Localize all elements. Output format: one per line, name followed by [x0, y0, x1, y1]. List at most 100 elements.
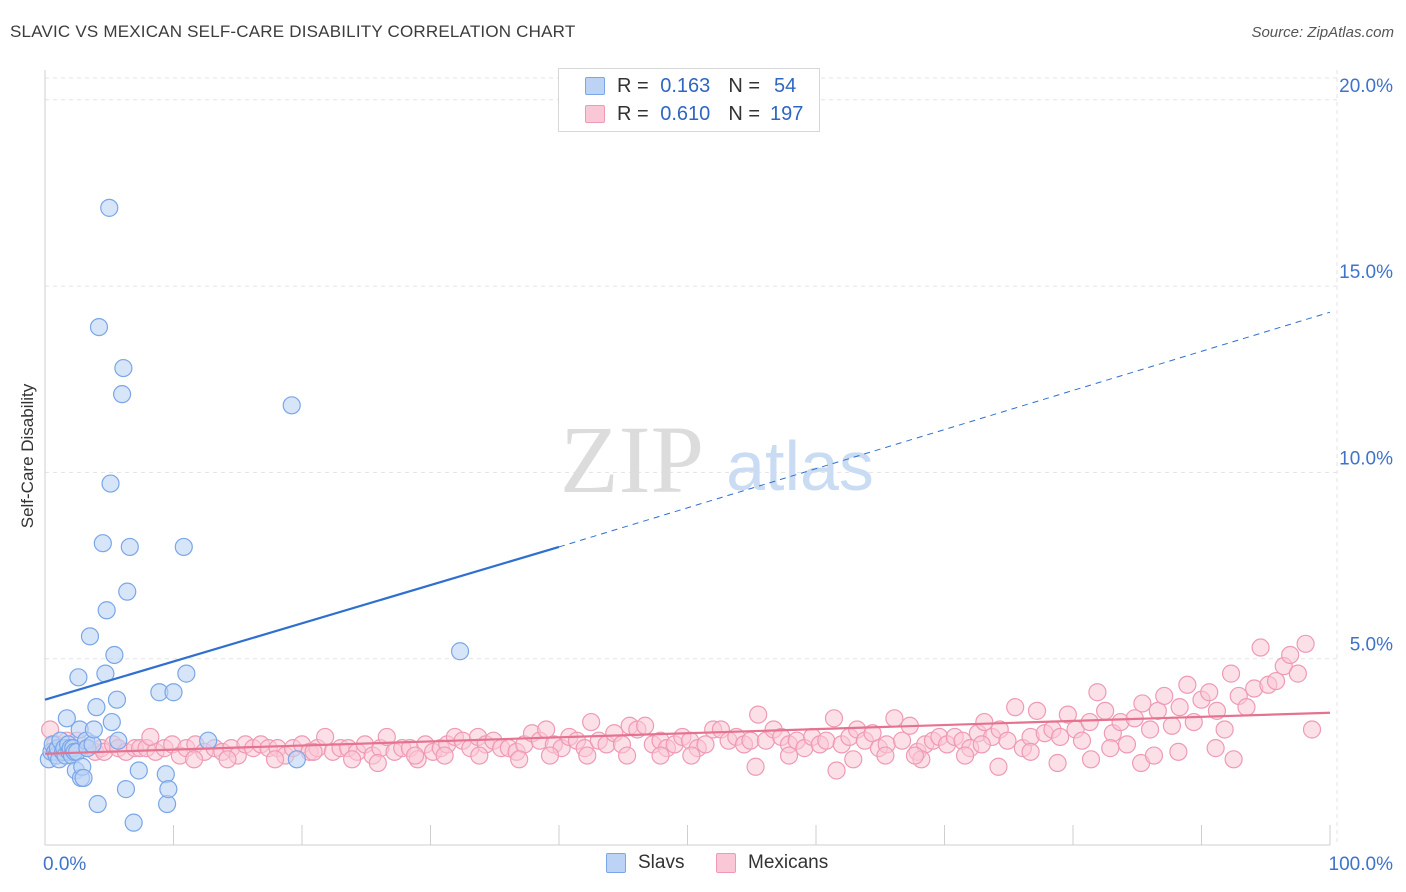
- legend-n-label: N =: [728, 102, 760, 125]
- slavs-point: [101, 474, 120, 493]
- mexicans-point: [1080, 712, 1099, 732]
- slavs-swatch: [606, 853, 626, 873]
- slavs-series: [39, 198, 470, 832]
- y-tick-label: 10.0%: [1339, 448, 1393, 469]
- mexicans-point: [1170, 698, 1189, 717]
- tick-labels: 5.0% 10.0% 15.0% 20.0% 0.0% 100.0%: [43, 76, 1393, 875]
- mexicans-point: [1162, 716, 1182, 735]
- mexicans-point: [1117, 735, 1137, 754]
- mexicans-label: Mexicans: [748, 852, 829, 873]
- mexicans-point: [635, 716, 655, 735]
- x-tick-label: 0.0%: [43, 854, 86, 875]
- mexicans-point: [377, 727, 396, 747]
- slavs-point: [174, 537, 193, 557]
- mexicans-point: [1021, 742, 1040, 761]
- slavs-point: [116, 780, 136, 799]
- correlation-legend: R = 0.163 N = 54 R = 0.610 N = 197: [558, 68, 820, 132]
- mexicans-point: [972, 735, 991, 754]
- slavs-point: [159, 780, 178, 799]
- chart-source: Source: ZipAtlas.com: [1251, 24, 1394, 41]
- mexicans-point: [141, 727, 160, 747]
- slavs-point: [80, 627, 100, 646]
- slavs-point: [287, 750, 306, 769]
- mexicans-point: [1048, 753, 1067, 773]
- mexicans-point: [537, 720, 556, 739]
- mexicans-point: [304, 742, 323, 761]
- mexicans-point: [749, 705, 768, 724]
- slavs-point: [120, 537, 139, 557]
- mexicans-point: [1144, 746, 1164, 765]
- series-legend-mexicans[interactable]: Mexicans: [716, 852, 828, 874]
- series-legend-slavs[interactable]: Slavs: [606, 852, 684, 874]
- mexicans-point: [1215, 720, 1234, 739]
- mexicans-point: [998, 731, 1017, 750]
- mexicans-point: [746, 757, 765, 776]
- slavs-point: [164, 683, 183, 702]
- grid-layer: [45, 70, 1340, 845]
- axis-layer: [44, 70, 1331, 846]
- mexicans-point: [218, 750, 237, 769]
- watermark-atlas: atlas: [726, 427, 874, 505]
- mexicans-point: [470, 746, 489, 765]
- mexicans-point: [618, 746, 637, 765]
- mexicans-point: [817, 731, 836, 750]
- legend-r-label: R =: [617, 74, 649, 97]
- mexicans-point: [435, 746, 454, 765]
- mexicans-point: [1155, 686, 1174, 706]
- slavs-label: Slavs: [638, 852, 685, 873]
- mexicans-point: [1101, 739, 1120, 758]
- legend-r-label: R =: [617, 102, 649, 125]
- slavs-point: [124, 813, 143, 832]
- mexicans-point: [1178, 675, 1197, 694]
- legend-r-value-slavs: 0.163: [660, 74, 711, 97]
- y-tick-label: 15.0%: [1339, 262, 1393, 283]
- mexicans-series: [41, 634, 1322, 780]
- y-tick-label: 5.0%: [1350, 635, 1393, 656]
- slavs-point: [69, 668, 88, 687]
- mexicans-point: [1296, 634, 1315, 653]
- slavs-point: [112, 385, 132, 404]
- slavs-point: [109, 731, 128, 750]
- mexicans-point: [1251, 638, 1270, 657]
- mexicans-point: [1169, 742, 1188, 761]
- legend-n-value-slavs: 54: [774, 74, 797, 97]
- legend-r-value-mexicans: 0.610: [660, 102, 711, 125]
- mexicans-point: [1027, 701, 1047, 720]
- watermark-zip: ZIP: [560, 406, 704, 513]
- mexicans-trend-line: [44, 711, 1331, 755]
- mexicans-point: [1140, 720, 1160, 739]
- mexicans-point: [582, 712, 601, 732]
- mexicans-point: [1051, 727, 1070, 747]
- mexicans-point: [1133, 694, 1152, 713]
- slavs-point: [118, 582, 137, 601]
- mexicans-point: [1281, 645, 1300, 665]
- mexicans-point: [844, 750, 863, 769]
- mexicans-point: [343, 750, 362, 769]
- watermark: ZIP atlas: [560, 406, 874, 513]
- mexicans-point: [265, 750, 285, 769]
- mexicans-point: [876, 746, 895, 765]
- mexicans-point: [368, 753, 387, 773]
- mexicans-point: [989, 757, 1008, 776]
- legend-row-mexicans: R = 0.610 N = 197: [585, 103, 803, 125]
- legend-swatch-mexicans: [585, 105, 605, 123]
- mexicans-point: [1302, 720, 1322, 739]
- mexicans-point: [1088, 683, 1107, 702]
- mexicans-point: [184, 750, 204, 769]
- slavs-point: [105, 645, 124, 665]
- mexicans-point: [510, 750, 529, 769]
- mexicans-point: [1237, 698, 1256, 717]
- mexicans-point: [905, 746, 925, 765]
- mexicans-swatch: [716, 853, 736, 873]
- mexicans-point: [741, 731, 760, 750]
- slavs-point: [57, 709, 76, 728]
- slavs-point: [84, 720, 103, 739]
- mexicans-point: [824, 709, 844, 728]
- slavs-point: [93, 534, 112, 553]
- y-tick-label: 20.0%: [1339, 76, 1393, 97]
- mexicans-point: [1288, 664, 1307, 683]
- y-axis-title: Self-Care Disability: [18, 383, 37, 529]
- mexicans-point: [1096, 701, 1115, 720]
- slavs-point: [88, 794, 107, 814]
